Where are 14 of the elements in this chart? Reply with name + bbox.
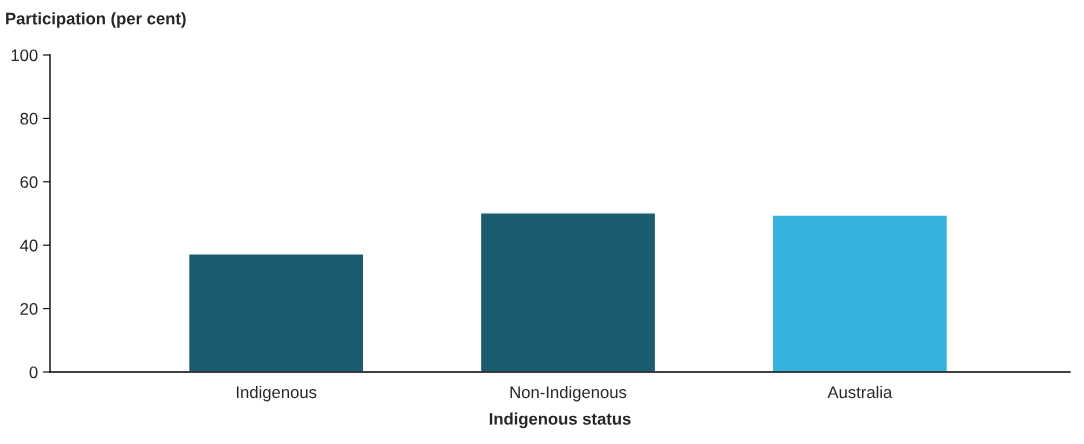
x-tick-label: Indigenous bbox=[236, 385, 317, 402]
bar bbox=[479, 212, 657, 372]
y-tick-label: 100 bbox=[11, 49, 38, 62]
y-tick-label: 0 bbox=[29, 366, 38, 379]
y-tick-label: 20 bbox=[20, 303, 38, 315]
y-tick-label: 80 bbox=[20, 112, 38, 125]
bar bbox=[771, 214, 949, 372]
bar bbox=[187, 253, 365, 372]
y-tick-label: 60 bbox=[20, 176, 38, 188]
x-tick-label: Non-Indigenous bbox=[510, 385, 627, 402]
y-tick-label: 40 bbox=[20, 239, 38, 252]
x-axis-title: Indigenous status bbox=[489, 412, 631, 429]
x-tick-label: Australia bbox=[827, 385, 893, 399]
y-axis-title: Participation (per cent) bbox=[6, 12, 186, 28]
